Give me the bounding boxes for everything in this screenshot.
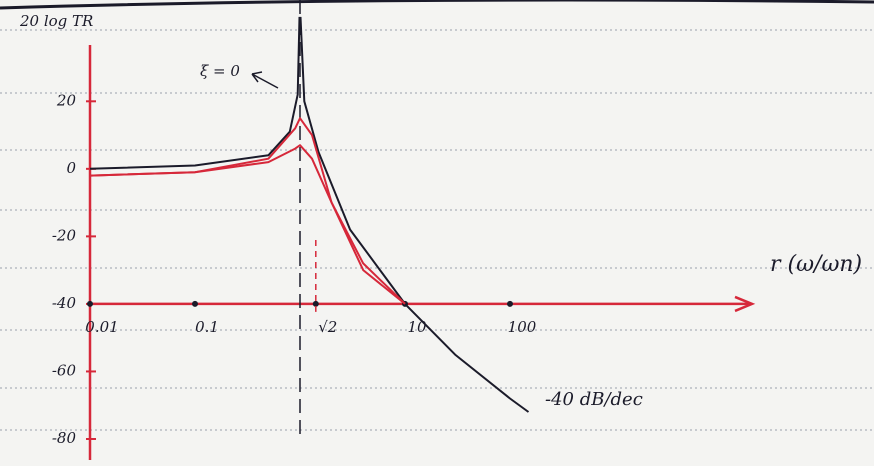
annotation: -40 dB/dec: [545, 389, 643, 410]
x-axis-title: r (ω/ωn): [770, 252, 862, 277]
x-tick: [87, 300, 93, 307]
y-axis-title: 20 log TR: [19, 12, 93, 30]
y-tick-label: -40: [52, 294, 77, 312]
annotation: ξ = 0: [200, 62, 240, 80]
x-tick-label: 100: [508, 318, 537, 336]
annotation-arrow: [251, 71, 279, 89]
y-tick-label: -20: [52, 226, 77, 244]
y-tick-label: 20: [56, 91, 77, 109]
x-tick-label: 0.1: [195, 318, 219, 336]
x-tick: [192, 300, 198, 307]
x-tick-label: √2: [318, 318, 337, 336]
line-series: [89, 117, 406, 305]
x-tick-label: 0.01: [85, 318, 118, 336]
x-tick-label: 10: [407, 318, 427, 336]
y-tick-label: -60: [52, 361, 77, 379]
line-series: [89, 16, 530, 413]
y-tick-label: -80: [52, 429, 77, 447]
x-axis-arrow: [734, 295, 756, 313]
y-tick-label: 0: [66, 159, 76, 177]
paper-lines: [0, 0, 874, 431]
x-tick: [507, 300, 513, 307]
line-series: [89, 144, 406, 305]
x-tick: [312, 300, 319, 307]
